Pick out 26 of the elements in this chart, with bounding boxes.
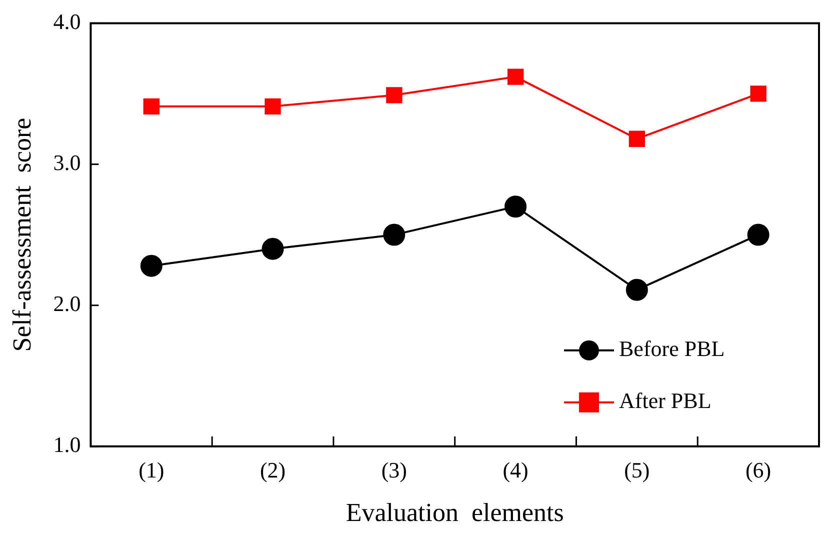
y-tick-label: 1.0 xyxy=(53,432,81,458)
x-tick-label: (6) xyxy=(745,457,772,482)
point xyxy=(383,224,406,246)
point xyxy=(626,278,648,301)
legend-label: After PBL xyxy=(619,388,712,414)
point xyxy=(264,98,281,114)
y-tick-label: 4.0 xyxy=(53,8,81,34)
y-tick-label: 3.0 xyxy=(53,150,81,176)
y-axis-title: Self-assessment score xyxy=(7,118,36,352)
point xyxy=(504,196,527,218)
x-tick-label: (1) xyxy=(138,457,164,482)
point xyxy=(143,98,160,114)
legend-label: Before PBL xyxy=(619,336,725,362)
point xyxy=(628,130,645,147)
point xyxy=(262,238,284,260)
point xyxy=(507,68,524,85)
point xyxy=(140,254,162,277)
point xyxy=(386,87,402,104)
x-tick-label: (4) xyxy=(502,457,528,482)
point xyxy=(750,86,766,102)
x-tick-label: (3) xyxy=(381,457,407,482)
y-tick-label: 2.0 xyxy=(53,291,81,316)
point xyxy=(747,224,770,246)
x-axis-title: Evaluation elements xyxy=(346,498,564,528)
x-tick-label: (5) xyxy=(624,457,650,482)
x-tick-label: (2) xyxy=(260,457,286,482)
